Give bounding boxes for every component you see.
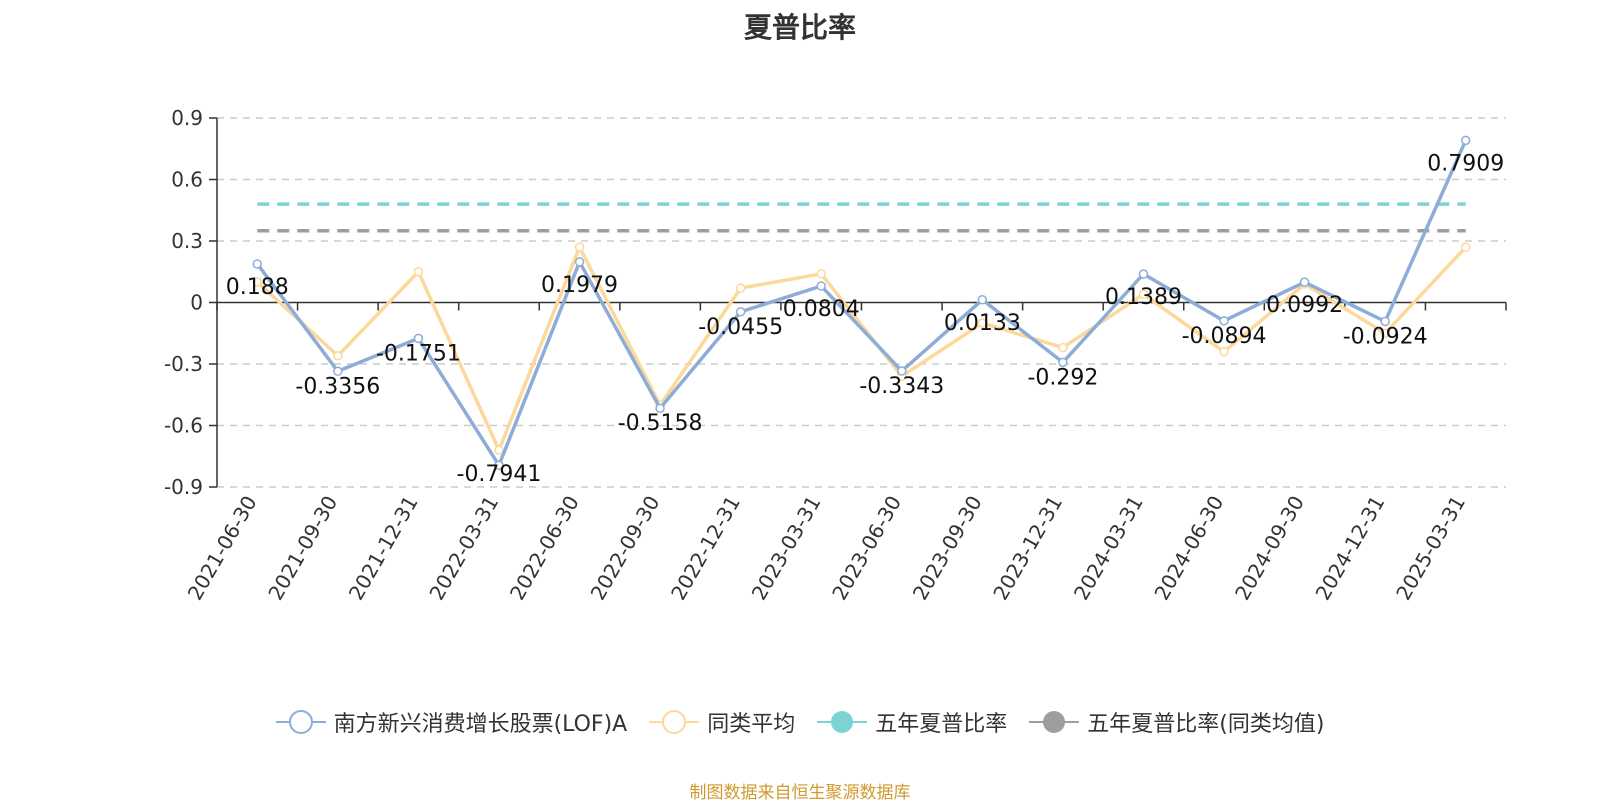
- fund-data-label: -0.0924: [1343, 324, 1428, 349]
- peer-average-data-point: [1219, 346, 1229, 357]
- fund-data-label: 0.0133: [944, 311, 1021, 336]
- x-tick-label: 2023-09-30: [908, 492, 987, 605]
- peer-average-data-point: [1460, 242, 1471, 252]
- peer-average-data-point: [574, 242, 585, 252]
- fund-data-label: -0.292: [1027, 365, 1098, 390]
- legend-five-year-sharpe-icon: [817, 711, 868, 733]
- x-tick-label: 2023-03-31: [747, 492, 826, 605]
- legend-item-peer-average[interactable]: 同类平均: [649, 706, 795, 738]
- peer-average-data-point: [977, 318, 988, 328]
- y-tick-label: -0.3: [164, 352, 203, 376]
- x-tick-label: 2022-06-30: [505, 492, 584, 605]
- source-note: 制图数据来自恒生聚源数据库: [689, 783, 911, 803]
- legend-label-fund: 南方新兴消费增长股票(LOF)A: [333, 712, 628, 737]
- legend-label-five-year-sharpe: 五年夏普比率: [875, 712, 1008, 737]
- legend-peer-average-icon: [649, 710, 700, 734]
- x-tick-label: 2021-09-30: [263, 492, 342, 605]
- fund-data-label: 0.0804: [783, 297, 860, 322]
- y-tick-label: -0.6: [164, 414, 203, 438]
- x-tick-label: 2021-06-30: [183, 492, 262, 605]
- fund-data-point: [252, 259, 263, 269]
- y-tick-label: 0: [190, 291, 203, 315]
- x-tick-label: 2022-12-31: [666, 492, 745, 605]
- x-tick-label: 2024-12-31: [1311, 492, 1390, 605]
- fund-data-label: 0.1979: [541, 273, 618, 298]
- fund-data-point: [1058, 357, 1068, 368]
- legend: 南方新兴消费增长股票(LOF)A 同类平均 五年夏普比率 五年夏普比率(同类均值…: [0, 706, 1600, 738]
- x-tick-label: 2022-03-31: [424, 492, 503, 605]
- fund-series-line: [255, 139, 1468, 468]
- y-tick-label: 0.6: [171, 168, 203, 192]
- peer-average-data-point: [494, 445, 504, 455]
- fund-data-point: [574, 257, 585, 267]
- legend-five-year-sharpe-peer-icon: [1029, 711, 1080, 733]
- x-tick-label: 2024-03-31: [1069, 492, 1148, 605]
- peer-average-data-point: [413, 267, 424, 277]
- y-tick-label: 0.9: [171, 106, 203, 130]
- peer-average-series-line: [256, 245, 1467, 452]
- fund-data-point: [655, 403, 665, 413]
- x-tick-label: 2025-03-31: [1391, 492, 1470, 605]
- peer-average-data-point: [333, 351, 343, 361]
- y-tick-label: -0.9: [164, 475, 203, 499]
- peer-average-data-point: [735, 283, 746, 293]
- fund-data-point: [977, 295, 988, 305]
- x-tick-label: 2023-12-31: [988, 492, 1067, 605]
- x-tick-label: 2022-09-30: [586, 492, 665, 605]
- x-tick-label: 2023-06-30: [827, 492, 906, 605]
- fund-data-label: -0.3356: [295, 374, 380, 399]
- fund-data-point: [735, 307, 746, 317]
- label-layer: 0.188 -0.3356 -0.1751 -0.7941 0.1979 -0.5158 -…: [226, 151, 1504, 487]
- peer-average-data-point: [1138, 289, 1149, 300]
- legend-label-five-year-sharpe-peer: 五年夏普比率(同类均值): [1087, 712, 1325, 737]
- fund-data-label: 0.0992: [1266, 293, 1343, 318]
- fund-data-point: [413, 333, 424, 344]
- fund-data-point: [816, 281, 826, 291]
- fund-data-point: [1138, 269, 1149, 279]
- chart-title: 夏普比率: [743, 11, 856, 44]
- fund-data-point: [1380, 316, 1390, 327]
- fund-data-label: -0.3343: [859, 374, 944, 399]
- fund-data-point: [897, 366, 907, 376]
- legend-item-five-year-sharpe-peer[interactable]: 五年夏普比率(同类均值): [1029, 706, 1324, 738]
- fund-data-label: -0.0894: [1182, 324, 1267, 349]
- legend-item-fund[interactable]: 南方新兴消费增长股票(LOF)A: [275, 706, 628, 738]
- peer-average-data-point: [1058, 342, 1068, 353]
- fund-data-point: [1299, 277, 1310, 287]
- fund-data-label: -0.7941: [457, 462, 542, 487]
- fund-data-label: 0.1389: [1105, 285, 1182, 310]
- fund-data-point: [1219, 316, 1229, 326]
- fund-data-label: -0.5158: [618, 411, 703, 436]
- fund-data-label: 0.188: [226, 275, 289, 300]
- legend-fund-icon: [275, 710, 326, 734]
- x-tick-label: 2024-06-30: [1149, 492, 1228, 605]
- peer-average-data-point: [816, 269, 826, 279]
- fund-data-label: -0.1751: [376, 341, 461, 366]
- x-tick-label: 2021-12-31: [344, 492, 423, 605]
- peer-average-data-point: [252, 277, 263, 287]
- fund-data-label: -0.0455: [698, 315, 783, 340]
- fund-data-label: 0.7909: [1427, 151, 1504, 176]
- fund-data-point: [494, 460, 504, 471]
- peer-average-data-point: [1380, 328, 1390, 338]
- legend-label-peer-average: 同类平均: [707, 712, 796, 737]
- y-tick-label: 0.3: [171, 229, 203, 253]
- x-tick-label: 2024-09-30: [1230, 492, 1309, 605]
- fund-data-point: [1460, 135, 1471, 146]
- grid-layer: [217, 117, 1506, 488]
- fund-data-point: [333, 366, 343, 377]
- series-layer: [252, 135, 1471, 471]
- legend-item-five-year-sharpe[interactable]: 五年夏普比率: [817, 706, 1007, 738]
